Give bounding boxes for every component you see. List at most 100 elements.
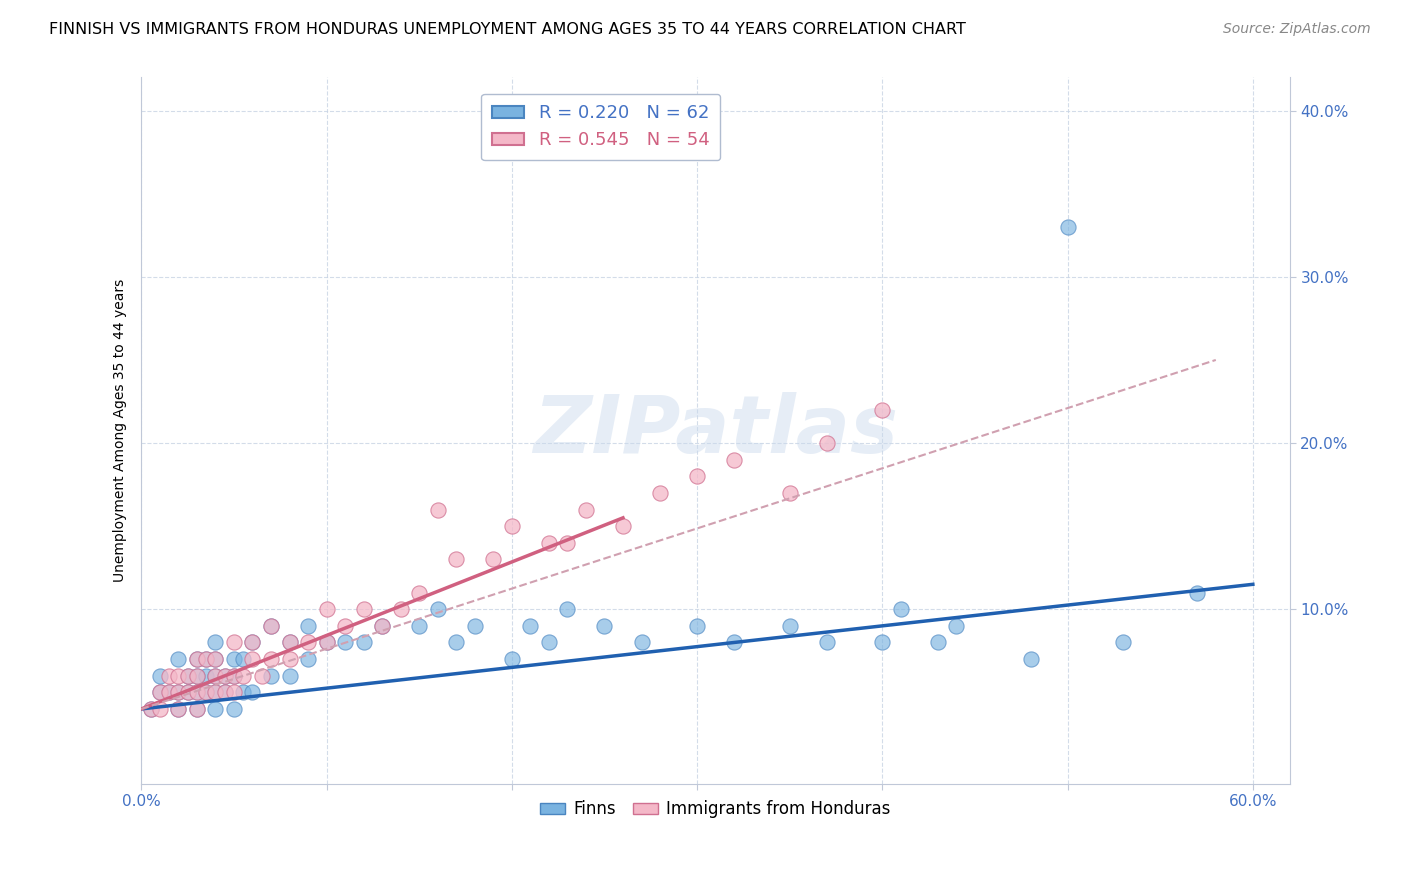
Point (186, 702, 208, 716)
Legend: Finns, Immigrants from Honduras: Finns, Immigrants from Honduras (534, 794, 897, 825)
Point (333, 635, 356, 649)
Point (167, 652, 190, 666)
Point (890, 602, 912, 616)
Point (408, 619, 430, 633)
Point (537, 535, 560, 549)
Point (779, 619, 801, 633)
Point (195, 669, 218, 683)
Point (278, 635, 301, 649)
Point (260, 669, 283, 683)
Point (815, 635, 838, 649)
Point (222, 702, 245, 716)
Point (723, 452, 745, 467)
Point (214, 685, 236, 699)
Point (204, 669, 226, 683)
Point (297, 652, 319, 666)
Point (204, 669, 226, 683)
Point (167, 702, 190, 716)
Point (593, 619, 616, 633)
Point (612, 519, 634, 533)
Point (297, 635, 319, 649)
Point (139, 702, 162, 716)
Point (686, 619, 709, 633)
Point (333, 619, 356, 633)
Text: FINNISH VS IMMIGRANTS FROM HONDURAS UNEMPLOYMENT AMONG AGES 35 TO 44 YEARS CORRE: FINNISH VS IMMIGRANTS FROM HONDURAS UNEM… (49, 22, 966, 37)
Point (204, 652, 226, 666)
Point (186, 652, 208, 666)
Point (242, 652, 264, 666)
Point (204, 685, 226, 699)
Point (186, 685, 208, 699)
Point (315, 635, 337, 649)
Point (278, 652, 301, 666)
Point (250, 669, 273, 683)
Point (139, 702, 162, 716)
Point (167, 702, 190, 716)
Point (260, 619, 283, 633)
Point (315, 602, 337, 616)
Point (222, 669, 245, 683)
Point (232, 685, 254, 699)
Point (232, 652, 254, 666)
Point (537, 635, 560, 649)
Point (297, 619, 319, 633)
Point (157, 685, 180, 699)
Point (242, 635, 264, 649)
Point (779, 486, 801, 500)
Point (242, 685, 264, 699)
Point (149, 685, 172, 699)
Point (222, 685, 245, 699)
Point (260, 652, 283, 666)
Point (353, 635, 375, 649)
Point (575, 502, 598, 516)
Point (519, 619, 541, 633)
Point (186, 669, 208, 683)
Point (872, 402, 894, 417)
Y-axis label: Unemployment Among Ages 35 to 44 years: Unemployment Among Ages 35 to 44 years (114, 279, 128, 582)
Point (204, 635, 226, 649)
Point (278, 669, 301, 683)
Point (557, 602, 579, 616)
Point (157, 669, 180, 683)
Point (214, 669, 236, 683)
Point (149, 685, 172, 699)
Point (1056, 219, 1078, 234)
Point (195, 685, 218, 699)
Point (214, 685, 236, 699)
Point (444, 552, 467, 566)
Point (815, 436, 838, 450)
Point (195, 652, 218, 666)
Point (557, 535, 579, 549)
Point (176, 685, 198, 699)
Point (482, 552, 505, 566)
Point (214, 669, 236, 683)
Point (186, 685, 208, 699)
Point (315, 635, 337, 649)
Point (1187, 585, 1209, 599)
Point (371, 619, 394, 633)
Point (157, 685, 180, 699)
Text: ZIPatlas: ZIPatlas (533, 392, 898, 469)
Point (204, 685, 226, 699)
Point (167, 685, 190, 699)
Point (195, 685, 218, 699)
Point (1019, 652, 1042, 666)
Point (872, 635, 894, 649)
Point (222, 635, 245, 649)
Point (426, 602, 449, 616)
Point (927, 635, 949, 649)
Point (222, 652, 245, 666)
Point (945, 619, 967, 633)
Point (1112, 635, 1135, 649)
Point (195, 652, 218, 666)
Point (186, 669, 208, 683)
Point (176, 685, 198, 699)
Point (686, 469, 709, 483)
Point (204, 652, 226, 666)
Point (149, 702, 172, 716)
Point (501, 652, 523, 666)
Point (204, 702, 226, 716)
Point (176, 669, 198, 683)
Point (630, 635, 652, 649)
Point (222, 669, 245, 683)
